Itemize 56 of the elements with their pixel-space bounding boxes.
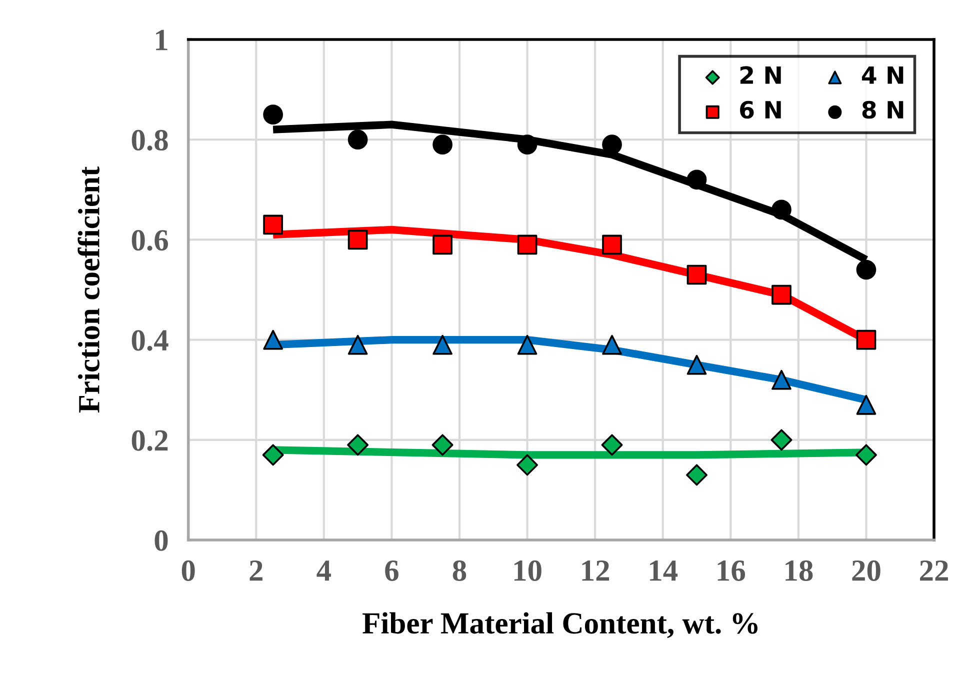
point xyxy=(770,429,792,451)
point xyxy=(262,444,284,466)
y-axis-title: Friction coefficient xyxy=(78,166,100,413)
point xyxy=(772,200,792,220)
point xyxy=(263,330,283,350)
point xyxy=(856,330,876,350)
point xyxy=(517,134,538,155)
point xyxy=(856,394,876,415)
point xyxy=(348,230,368,250)
y-tick-label: 0 xyxy=(154,530,168,551)
x-tick-label: 14 xyxy=(650,560,678,581)
point xyxy=(516,454,538,476)
point xyxy=(772,284,792,305)
y-tick-label: 1 xyxy=(156,30,168,50)
point xyxy=(263,104,283,125)
x-tick-label: 8 xyxy=(452,560,466,581)
point xyxy=(855,444,877,466)
legend-label: 8 N xyxy=(862,100,904,119)
point xyxy=(686,264,707,285)
y-tick-label: 0.2 xyxy=(132,430,168,451)
legend-label: 6 N xyxy=(740,100,781,119)
point xyxy=(432,234,452,255)
y-tick-label: 0.4 xyxy=(132,330,168,351)
x-tick-label: 12 xyxy=(582,560,610,581)
point xyxy=(432,434,454,456)
x-tick-label: 16 xyxy=(718,560,746,581)
point xyxy=(602,134,622,155)
point xyxy=(517,334,538,355)
x-axis-title: Fiber Material Content, wt. % xyxy=(362,612,758,638)
x-tick-label: 4 xyxy=(316,560,331,581)
point xyxy=(348,130,368,150)
legend-label: 2 N xyxy=(740,66,781,84)
x-tick-label: 10 xyxy=(514,560,542,581)
x-tick-label: 20 xyxy=(852,560,880,581)
x-tick-label: 0 xyxy=(182,560,195,581)
x-tick-label: 6 xyxy=(385,560,398,581)
x-tick-label: 22 xyxy=(920,560,948,581)
point xyxy=(263,214,283,235)
point xyxy=(601,434,623,456)
point xyxy=(856,260,876,280)
point xyxy=(772,370,792,390)
point xyxy=(686,354,707,375)
x-tick-label: 18 xyxy=(786,560,813,581)
y-tick-label: 0.6 xyxy=(132,230,168,251)
point xyxy=(686,170,707,190)
point xyxy=(347,434,369,456)
x-tick-label: 2 xyxy=(250,560,262,581)
point xyxy=(432,134,452,155)
point xyxy=(348,334,368,355)
point xyxy=(686,464,708,486)
point xyxy=(602,234,622,255)
point xyxy=(517,234,538,255)
point xyxy=(432,334,452,355)
legend-label: 4 N xyxy=(862,66,904,84)
y-tick-label: 0.8 xyxy=(132,130,168,151)
point xyxy=(602,334,622,355)
